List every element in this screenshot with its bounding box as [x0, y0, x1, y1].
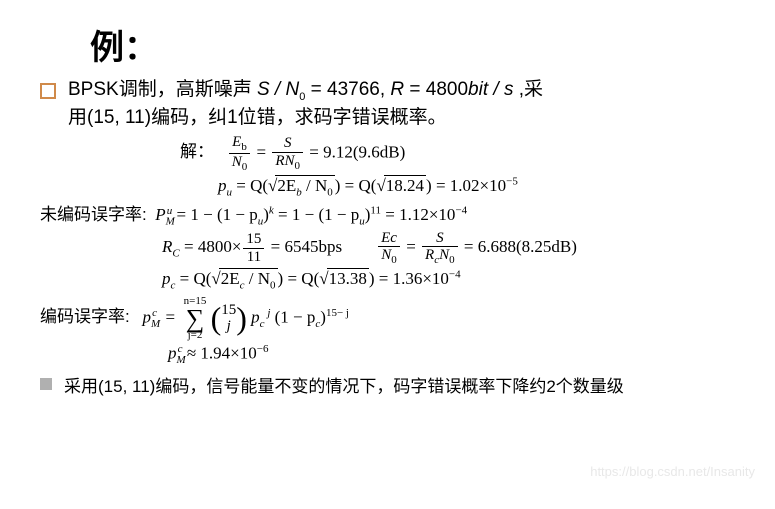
conclusion-row: 采用(15, 11)编码，信号能量不变的情况下，码字错误概率下降约2个数量级 [40, 372, 735, 397]
watermark: https://blog.csdn.net/Insanity [590, 464, 755, 479]
pmc-approx-line: pMc ≈ 1.94×10−6 [168, 343, 735, 366]
pc-line: pc = Q(√2Ec / N0) = Q(√13.38) = 1.36×10−… [162, 268, 735, 291]
rc-line: RC = 4800×1511 = 6545bps EcN0 = SRcN0 = … [162, 230, 735, 267]
bullet-icon [40, 83, 56, 99]
pu-line: pu = Q(√2Eb / N0) = Q(√18.24) = 1.02×10−… [218, 175, 735, 198]
problem-row: BPSK调制，高斯噪声 S / N0 = 43766, R = 4800bit … [40, 77, 735, 132]
example-title: 例： [90, 20, 735, 69]
solve-line-1: 解： EbN0 = SRN0 = 9.12(9.6dB) [180, 134, 735, 173]
problem-text: BPSK调制，高斯噪声 S / N0 = 43766, R = 4800bit … [68, 77, 543, 132]
conclusion-text: 采用(15, 11)编码，信号能量不变的情况下，码字错误概率下降约2个数量级 [64, 372, 624, 397]
bullet-gray-icon [40, 378, 52, 390]
uncoded-line: 未编码误字率: PMu = 1 − (1 − pu)k = 1 − (1 − p… [40, 200, 735, 227]
coded-line: 编码误字率: pMc = n=15∑j=2 (15j) pc j (1 − pc… [40, 296, 735, 341]
